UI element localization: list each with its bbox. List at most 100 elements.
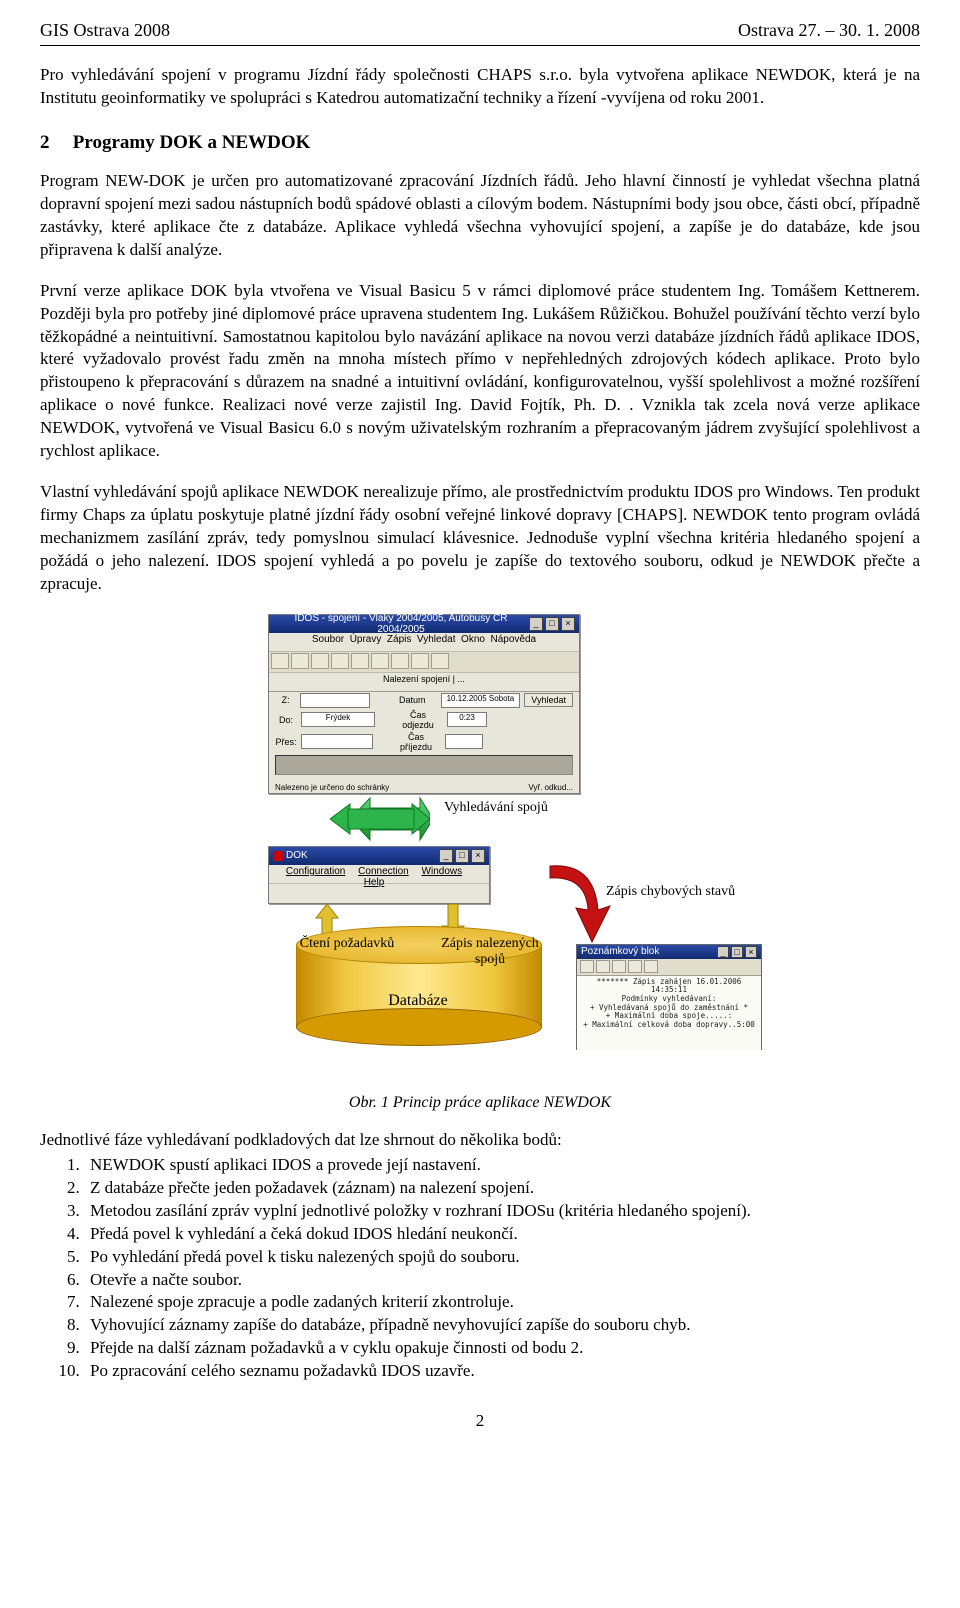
close-icon[interactable]: × <box>561 617 575 631</box>
idos-tabs[interactable]: Nalezení spojení | ... <box>269 673 579 692</box>
toolbar-icon[interactable] <box>580 960 594 973</box>
step-item: Z databáze přečte jeden požadavek (zázna… <box>84 1177 920 1200</box>
dep-field[interactable]: 0:23 <box>447 712 487 727</box>
idos-row-to: Do: Frýdek Čas odjezdu 0:23 <box>269 709 579 731</box>
idos-list-area <box>275 755 573 775</box>
arr-field[interactable] <box>445 734 483 749</box>
via-label: Přes: <box>275 737 297 747</box>
toolbar-icon[interactable] <box>612 960 626 973</box>
minimize-icon[interactable]: _ <box>529 617 543 631</box>
close-icon[interactable]: × <box>471 849 485 863</box>
write-error-label: Zápis chybových stavů <box>606 884 735 899</box>
red-arrow-icon <box>540 856 620 946</box>
dok-menu-config[interactable]: Configuration <box>286 866 345 877</box>
toolbar-icon[interactable] <box>271 653 289 669</box>
toolbar-icon[interactable] <box>331 653 349 669</box>
toolbar-icon[interactable] <box>371 653 389 669</box>
step-item: Předá povel k vyhledání a čeká dokud IDO… <box>84 1223 920 1246</box>
search-label-text: Vyhledávání spojů <box>444 800 548 815</box>
toolbar-icon[interactable] <box>311 653 329 669</box>
toolbar-icon[interactable] <box>411 653 429 669</box>
step-item: Metodou zasílání zpráv vyplní jednotlivé… <box>84 1200 920 1223</box>
log-window-controls: _ □ × <box>717 946 757 958</box>
paragraph-4: Vlastní vyhledávání spojů aplikace NEWDO… <box>40 481 920 596</box>
step-item: Po vyhledání předá povel k tisku nalezen… <box>84 1246 920 1269</box>
arr-label: Čas příjezdu <box>391 732 441 752</box>
header-rule <box>40 45 920 46</box>
maximize-icon[interactable]: □ <box>545 617 559 631</box>
idos-row-via: Přes: Čas příjezdu <box>269 731 579 753</box>
dok-menu-connection[interactable]: Connection <box>358 866 409 877</box>
maximize-icon[interactable]: □ <box>731 946 743 958</box>
green-double-arrow-icon <box>330 792 430 846</box>
figure-1-caption: Obr. 1 Princip práce aplikace NEWDOK <box>40 1094 920 1112</box>
paragraph-2: Program NEW-DOK je určen pro automatizov… <box>40 170 920 262</box>
intro-paragraph: Pro vyhledávání spojení v programu Jízdn… <box>40 64 920 110</box>
write-error-text: Zápis chybových stavů <box>606 884 735 899</box>
read-requests-label: Čtení požadavků <box>292 936 402 952</box>
log-body: ******* Zápis zahájen 16.01.2006 14:35:1… <box>577 976 761 1050</box>
step-item: Nalezené spoje zpracuje a podle zadaných… <box>84 1291 920 1314</box>
toolbar-icon[interactable] <box>351 653 369 669</box>
step-item: Po zpracování celého seznamu požadavků I… <box>84 1360 920 1383</box>
log-line: + Maximální celková doba dopravy..5:00 <box>580 1021 758 1030</box>
step-item: NEWDOK spustí aplikaci IDOS a provede je… <box>84 1154 920 1177</box>
toolbar-icon[interactable] <box>431 653 449 669</box>
toolbar-icon[interactable] <box>644 960 658 973</box>
step-item: Přejde na další záznam požadavků a v cyk… <box>84 1337 920 1360</box>
date-field[interactable]: 10.12.2005 Sobota <box>441 693 521 708</box>
page: GIS Ostrava 2008 Ostrava 27. – 30. 1. 20… <box>0 0 960 1471</box>
idos-footer-right: Vyř. odkud... <box>528 783 573 792</box>
minimize-icon[interactable]: _ <box>717 946 729 958</box>
to-field[interactable]: Frýdek <box>301 712 375 727</box>
to-label: Do: <box>275 715 297 725</box>
paragraph-3: První verze aplikace DOK byla vtvořena v… <box>40 280 920 464</box>
dok-menu-help[interactable]: Help <box>364 877 385 888</box>
database-cylinder: Databáze Čtení požadavků Zápis nalezenýc… <box>296 926 540 1044</box>
header-right: Ostrava 27. – 30. 1. 2008 <box>738 20 920 41</box>
step-item: Otevře a načte soubor. <box>84 1269 920 1292</box>
date-label: Datum <box>388 695 437 705</box>
header-left: GIS Ostrava 2008 <box>40 20 170 41</box>
idos-title: IDOS - spojení - Vlaky 2004/2005, Autobu… <box>273 613 529 635</box>
via-field[interactable] <box>301 734 373 749</box>
search-button[interactable]: Vyhledat <box>524 693 573 707</box>
dok-app-icon <box>273 851 283 861</box>
dok-menubar: Configuration Connection Windows Help <box>269 865 489 884</box>
page-number: 2 <box>40 1411 920 1431</box>
section-2-heading: 2 Programy DOK a NEWDOK <box>40 132 920 154</box>
dok-titlebar: DOK _ □ × <box>269 847 489 865</box>
log-titlebar: Poznámkový blok _ □ × <box>577 945 761 959</box>
steps-list: NEWDOK spustí aplikaci IDOS a provede je… <box>40 1154 920 1383</box>
dok-menu-windows[interactable]: Windows <box>422 866 463 877</box>
idos-titlebar: IDOS - spojení - Vlaky 2004/2005, Autobu… <box>269 615 579 633</box>
section-2-title: Programy DOK a NEWDOK <box>73 132 311 153</box>
minimize-icon[interactable]: _ <box>439 849 453 863</box>
idos-row-from: Z: Datum 10.12.2005 Sobota Vyhledat <box>269 692 579 709</box>
figure-1: IDOS - spojení - Vlaky 2004/2005, Autobu… <box>40 614 920 1084</box>
search-label: Vyhledávání spojů <box>444 800 548 815</box>
log-window: Poznámkový blok _ □ × ******* Zápis zah <box>576 944 762 1050</box>
toolbar-icon[interactable] <box>391 653 409 669</box>
toolbar-icon[interactable] <box>291 653 309 669</box>
log-title: Poznámkový blok <box>581 946 659 957</box>
dok-title: DOK <box>286 850 308 861</box>
step-item: Vyhovující záznamy zapíše do databáze, p… <box>84 1314 920 1337</box>
idos-footer-left: Nalezeno je určeno do schránky <box>275 783 389 792</box>
idos-window: IDOS - spojení - Vlaky 2004/2005, Autobu… <box>268 614 580 794</box>
from-label: Z: <box>275 695 296 705</box>
toolbar-icon[interactable] <box>596 960 610 973</box>
dep-label: Čas odjezdu <box>393 710 443 730</box>
database-label: Databáze <box>296 992 540 1010</box>
dok-window: DOK _ □ × Configuration Connection Windo… <box>268 846 490 904</box>
idos-window-controls: _ □ × <box>529 617 575 631</box>
maximize-icon[interactable]: □ <box>455 849 469 863</box>
toolbar-icon[interactable] <box>628 960 642 973</box>
doc-header: GIS Ostrava 2008 Ostrava 27. – 30. 1. 20… <box>40 20 920 41</box>
dok-window-controls: _ □ × <box>439 849 485 863</box>
close-icon[interactable]: × <box>745 946 757 958</box>
from-field[interactable] <box>300 693 370 708</box>
write-found-label: Zápis nalezených spojů <box>434 936 546 968</box>
diagram: IDOS - spojení - Vlaky 2004/2005, Autobu… <box>200 614 760 1084</box>
steps-intro: Jednotlivé fáze vyhledávaní podkladových… <box>40 1130 920 1150</box>
